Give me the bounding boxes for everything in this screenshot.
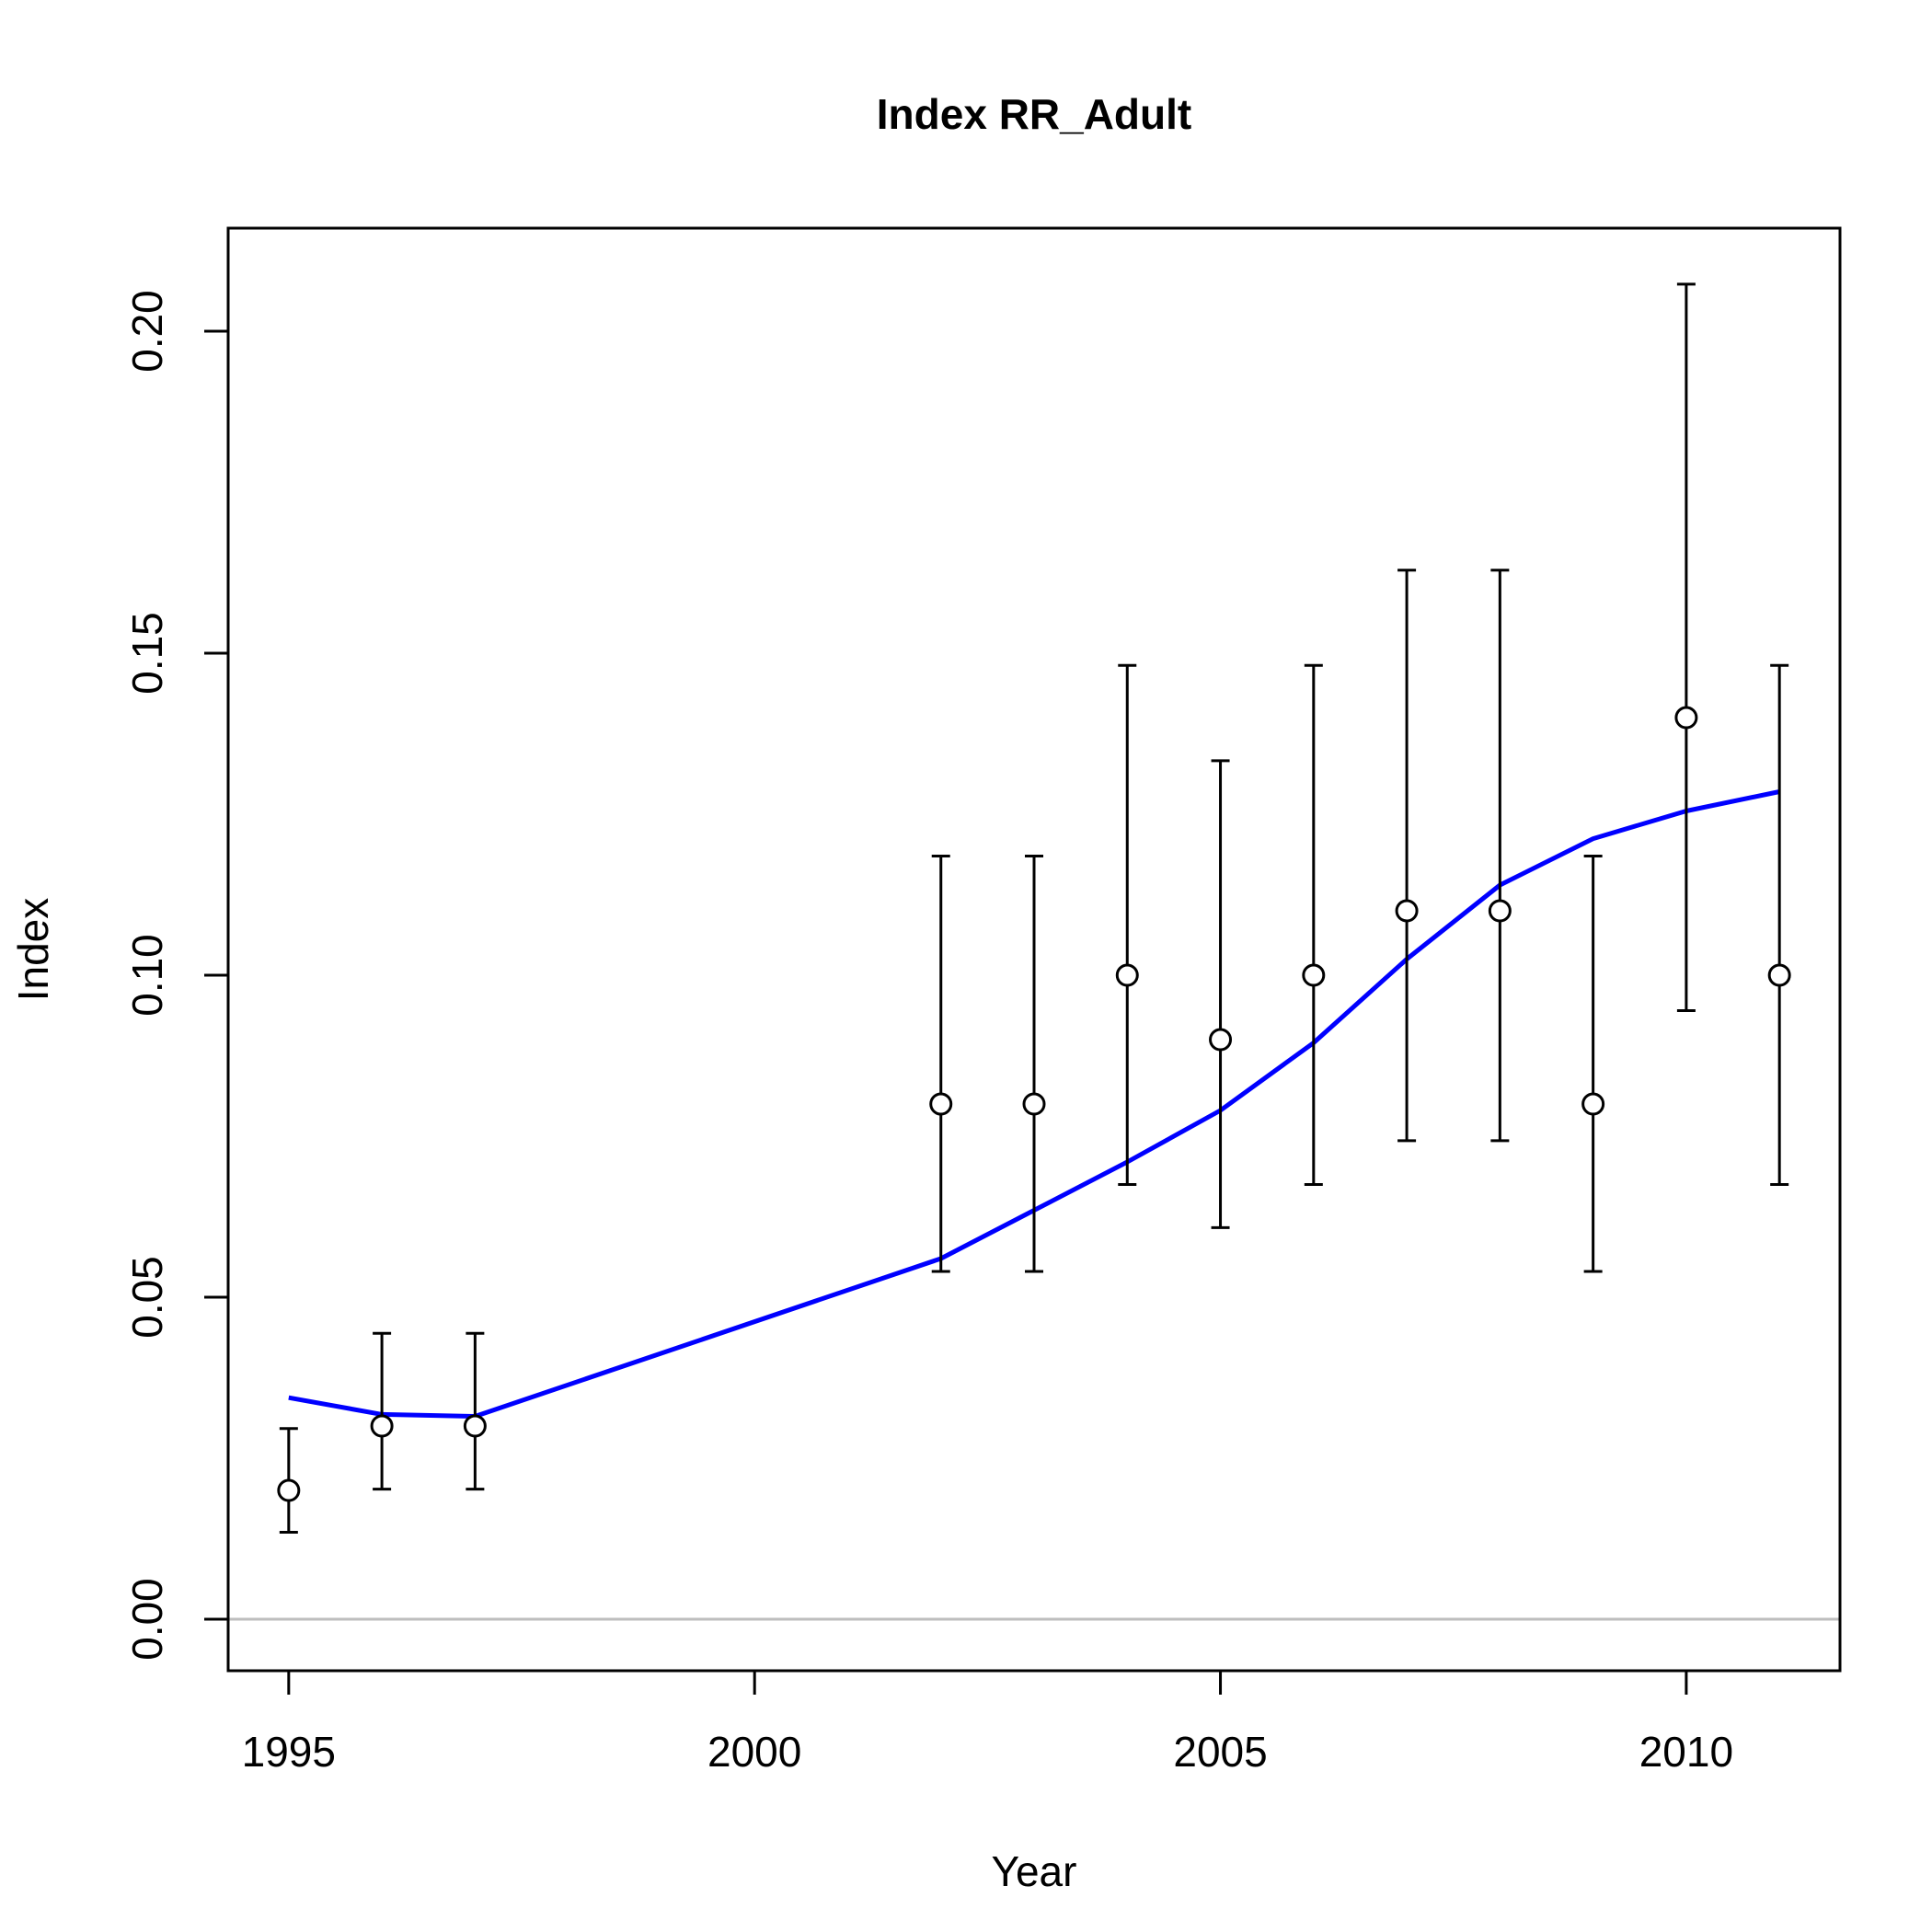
observed-point-2004 xyxy=(1115,963,1139,987)
error-bar-2010 xyxy=(1676,282,1696,1012)
observed-point-2007 xyxy=(1395,899,1419,923)
error-bar-2008 xyxy=(1490,569,1510,1143)
y-tick-label-0.00: 0.00 xyxy=(123,1578,171,1661)
error-bar-2005 xyxy=(1211,759,1230,1229)
y-tick-label-0.15: 0.15 xyxy=(123,612,171,695)
observed-points xyxy=(277,706,1791,1502)
observed-point-1997 xyxy=(463,1414,487,1438)
x-tick-label-2005: 2005 xyxy=(1173,1728,1267,1776)
error-bars xyxy=(279,282,1789,1534)
x-axis-ticks: 1995 2000 2005 2010 xyxy=(242,1671,1733,1776)
error-bar-2007 xyxy=(1397,569,1417,1143)
y-axis-ticks: 0.00 0.05 0.10 0.15 0.20 xyxy=(123,290,228,1661)
y-tick-label-0.10: 0.10 xyxy=(123,934,171,1017)
chart-title: Index RR_Adult xyxy=(877,90,1191,138)
y-tick-label-0.05: 0.05 xyxy=(123,1256,171,1339)
observed-point-2006 xyxy=(1302,963,1326,987)
error-bar-1996 xyxy=(373,1331,392,1491)
y-tick-label-0.20: 0.20 xyxy=(123,290,171,373)
x-tick-label-2010: 2010 xyxy=(1639,1728,1733,1776)
x-axis-title: Year xyxy=(992,1847,1077,1895)
error-bar-2002 xyxy=(931,855,950,1273)
observed-point-2011 xyxy=(1767,963,1791,987)
y-axis-title: Index xyxy=(9,898,57,1002)
observed-point-1995 xyxy=(277,1478,301,1502)
error-bar-2006 xyxy=(1304,663,1323,1186)
observed-point-2009 xyxy=(1581,1092,1605,1116)
observed-point-2008 xyxy=(1488,899,1512,923)
x-tick-label-1995: 1995 xyxy=(242,1728,336,1776)
error-bar-1997 xyxy=(466,1331,485,1491)
error-bar-2009 xyxy=(1583,855,1603,1273)
observed-point-2010 xyxy=(1674,706,1698,730)
observed-point-2005 xyxy=(1209,1028,1233,1052)
observed-point-1996 xyxy=(370,1414,394,1438)
error-bar-2004 xyxy=(1118,663,1137,1186)
observed-point-2003 xyxy=(1022,1092,1046,1116)
x-tick-label-2000: 2000 xyxy=(707,1728,801,1776)
observed-point-2002 xyxy=(929,1092,953,1116)
error-bar-2011 xyxy=(1770,663,1789,1186)
error-bar-2003 xyxy=(1025,855,1043,1273)
